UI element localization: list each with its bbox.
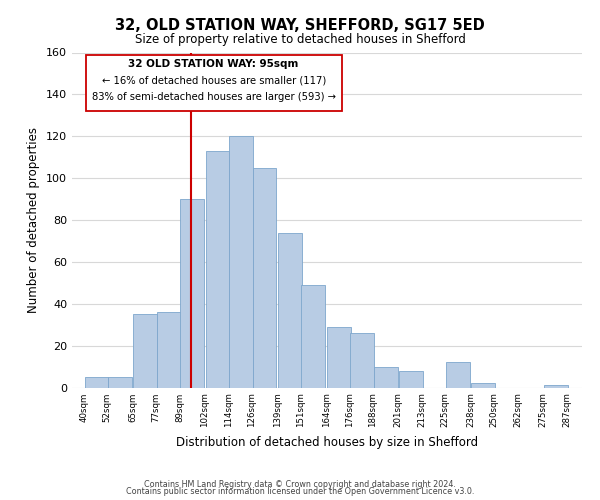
- Bar: [157, 312, 181, 388]
- Bar: [253, 168, 277, 388]
- Bar: [327, 327, 350, 388]
- Bar: [229, 136, 253, 388]
- Text: Size of property relative to detached houses in Shefford: Size of property relative to detached ho…: [134, 32, 466, 46]
- Bar: [180, 199, 204, 388]
- Bar: [278, 232, 302, 388]
- Bar: [446, 362, 470, 388]
- Bar: [108, 377, 132, 388]
- Bar: [544, 386, 568, 388]
- FancyBboxPatch shape: [86, 54, 341, 111]
- Text: 32, OLD STATION WAY, SHEFFORD, SG17 5ED: 32, OLD STATION WAY, SHEFFORD, SG17 5ED: [115, 18, 485, 32]
- Bar: [133, 314, 157, 388]
- Text: Contains HM Land Registry data © Crown copyright and database right 2024.: Contains HM Land Registry data © Crown c…: [144, 480, 456, 489]
- Text: 32 OLD STATION WAY: 95sqm: 32 OLD STATION WAY: 95sqm: [128, 59, 299, 69]
- Bar: [301, 285, 325, 388]
- Bar: [399, 371, 423, 388]
- Text: ← 16% of detached houses are smaller (117): ← 16% of detached houses are smaller (11…: [101, 76, 326, 86]
- Bar: [85, 377, 109, 388]
- Bar: [374, 366, 398, 388]
- Bar: [472, 384, 495, 388]
- Bar: [350, 333, 374, 388]
- Bar: [206, 151, 229, 388]
- Y-axis label: Number of detached properties: Number of detached properties: [28, 127, 40, 313]
- Text: Contains public sector information licensed under the Open Government Licence v3: Contains public sector information licen…: [126, 488, 474, 496]
- X-axis label: Distribution of detached houses by size in Shefford: Distribution of detached houses by size …: [176, 436, 478, 448]
- Text: 83% of semi-detached houses are larger (593) →: 83% of semi-detached houses are larger (…: [92, 92, 335, 102]
